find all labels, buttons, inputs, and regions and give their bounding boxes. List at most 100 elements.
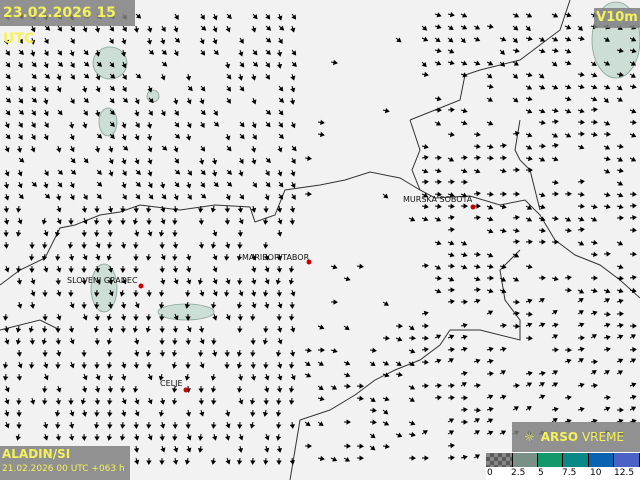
wind-arrow-head [17,134,23,140]
wind-arrow-head [147,27,153,33]
wind-arrow-head [174,182,180,188]
wind-arrow-head [15,435,21,441]
wind-arrow-head [291,14,297,20]
wind-arrow-head [265,157,271,163]
wind-arrow-head [266,25,272,31]
wind-arrow-head [474,430,480,435]
wind-arrow-head [501,394,507,400]
wind-arrow-head [68,423,75,429]
wind-arrow-head [527,96,533,102]
wind-arrow-head [84,61,90,67]
wind-arrow-head [148,49,155,55]
wind-arrow-head [359,455,364,461]
wind-arrow-head [385,443,390,450]
wind-arrow-head [44,122,49,128]
wind-arrow-head [134,411,140,417]
wind-arrow-head [147,87,153,93]
wind-arrow-head [55,400,62,405]
wind-arrow-head [567,191,572,197]
wind-arrow-head [618,298,624,304]
wind-arrow-head [474,418,480,423]
wind-arrow-head [606,251,611,257]
wind-arrow-head [146,316,152,321]
wind-arrow-head [332,264,338,270]
wind-arrow-head [617,370,624,376]
wind-arrow-head [450,287,455,293]
wind-arrow-head [237,75,244,81]
wind-arrow-head [148,110,153,116]
wind-arrow-head [618,322,624,329]
wind-arrow-head [449,11,455,18]
wind-arrow-head [200,50,206,56]
wind-arrow-head [591,216,598,222]
wind-arrow-head [199,39,205,45]
wind-arrow-head [83,97,89,104]
wind-arrow-head [135,194,141,200]
wind-arrow-head [250,460,256,465]
wind-arrow-head [605,156,611,162]
wind-arrow-head [450,383,455,389]
wind-arrow-head [97,181,103,187]
wind-arrow-head [593,275,598,281]
model-name: ALADIN/SI [2,447,71,461]
wind-arrow-head [410,216,416,222]
wind-arrow-head [263,244,269,249]
wind-arrow-head [109,121,115,127]
wind-arrow-head [3,327,10,333]
wind-arrow-head [619,275,624,281]
wind-arrow-head [133,424,139,429]
wind-arrow-head [109,62,115,68]
wind-arrow-head [449,240,455,246]
wind-arrow-head [237,328,243,333]
wind-arrow-head [383,420,390,426]
wind-arrow-head [43,363,49,369]
wind-arrow-head [57,50,63,56]
wind-arrow-head [290,158,296,164]
wind-arrow-head [450,107,455,113]
wind-arrow-head [475,276,481,282]
wind-arrow-head [41,339,47,345]
wind-arrow-head [42,423,49,429]
wind-arrow-head [81,268,87,273]
wind-arrow-head [3,219,10,225]
wind-arrow-head [566,48,572,54]
wind-arrow-head [148,194,154,200]
wind-arrow-head [18,98,24,104]
wind-arrow-head [437,383,442,389]
wind-arrow-head [605,168,611,174]
wind-arrow-head [436,358,442,364]
wind-arrow-head [107,220,113,225]
wind-arrow-head [487,73,493,79]
wind-arrow-head [541,275,546,281]
wind-arrow-head [120,388,126,393]
wind-arrow-head [526,216,533,222]
wind-vectors [2,11,637,465]
wind-arrow-head [238,219,244,225]
wind-arrow-head [160,75,166,81]
wind-arrow-head [3,376,9,381]
wind-arrow-head [448,418,455,424]
wind-arrow-head [436,60,442,66]
wind-arrow-head [474,24,481,30]
wind-arrow-head [4,147,10,153]
wind-arrow-head [463,407,468,413]
wind-arrow-head [107,279,114,285]
wind-arrow-head [173,147,179,153]
wind-arrow-head [70,38,75,44]
wind-arrow-head [121,135,127,141]
wind-arrow-head [122,194,127,200]
wind-arrow-head [514,47,520,54]
city-label: MURSKA SOBOTA [403,195,473,204]
wind-arrow-head [68,220,74,225]
wind-arrow-head [185,340,191,345]
wind-arrow-head [580,335,585,341]
wind-arrow-head [422,192,429,198]
wind-arrow-head [238,435,244,441]
wind-arrow-head [81,352,87,357]
wind-arrow-head [212,39,218,45]
wind-arrow-head [69,51,75,57]
wind-arrow-head [631,132,637,138]
model-run: 21.02.2026 00 UTC +063 h [2,464,125,474]
wind-arrow-head [212,255,218,261]
wind-arrow-head [476,203,481,209]
